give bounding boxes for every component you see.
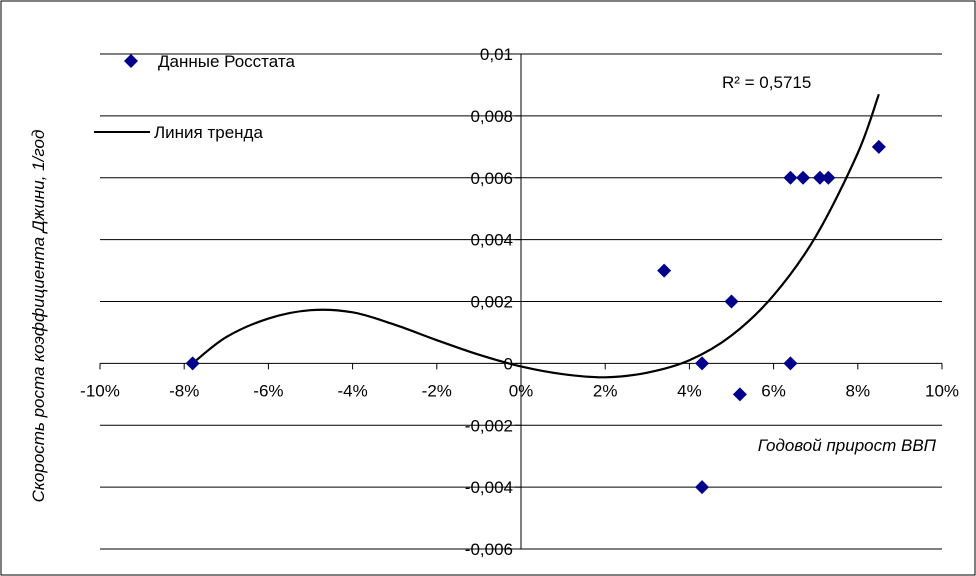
y-tick-label: -0,002 — [465, 416, 513, 435]
y-tick-label: 0,008 — [470, 107, 513, 126]
data-point — [796, 170, 811, 185]
x-tick-label: 6% — [761, 381, 786, 400]
data-point — [821, 170, 836, 185]
x-tick-label: -2% — [422, 381, 452, 400]
data-point — [657, 263, 672, 278]
data-point — [871, 139, 886, 154]
y-tick-label: -0,006 — [465, 540, 513, 559]
legend: Данные Росстата Линия тренда — [94, 52, 295, 142]
data-point — [185, 356, 200, 371]
data-point — [695, 480, 710, 495]
x-tick-label: 0% — [509, 381, 534, 400]
data-point — [783, 356, 798, 371]
x-tick-label: -4% — [337, 381, 367, 400]
x-tick-label: 8% — [846, 381, 871, 400]
data-point — [732, 387, 747, 402]
y-tick-label: 0,006 — [470, 169, 513, 188]
data-point — [812, 170, 827, 185]
x-tick-label: -8% — [169, 381, 199, 400]
data-point — [695, 356, 710, 371]
y-tick-label: 0 — [504, 354, 513, 373]
data-point — [724, 294, 739, 309]
trend-line-layer — [191, 93, 880, 379]
legend-diamond-marker — [124, 54, 138, 68]
x-tick-label: 10% — [925, 381, 959, 400]
r-squared-annotation: R² = 0,5715 — [722, 73, 811, 92]
y-tick-label: 0,002 — [470, 293, 513, 312]
y-tick-label: -0,004 — [465, 478, 513, 497]
points-layer — [185, 139, 886, 495]
x-tick-label: 4% — [677, 381, 702, 400]
axes — [99, 53, 943, 550]
data-point — [783, 170, 798, 185]
legend-label-data: Данные Росстата — [158, 52, 295, 71]
y-axis-title: Скорость роста коэффициента Джини, 1/год — [29, 130, 48, 503]
y-tick-label: 0,004 — [470, 231, 513, 250]
x-axis-title: Годовой прирост ВВП — [758, 436, 937, 455]
x-tick-label: 2% — [593, 381, 618, 400]
x-tick-label: -10% — [80, 381, 120, 400]
legend-label-trend: Линия тренда — [154, 123, 263, 142]
tick-labels: -10% -8% -6% -4% -2% 0% 2% 4% 6% 8% 10% -0,006 -0,00… — [80, 45, 959, 559]
y-tick-label: 0,01 — [480, 45, 513, 64]
x-tick-label: -6% — [253, 381, 283, 400]
trend-line — [191, 93, 880, 379]
